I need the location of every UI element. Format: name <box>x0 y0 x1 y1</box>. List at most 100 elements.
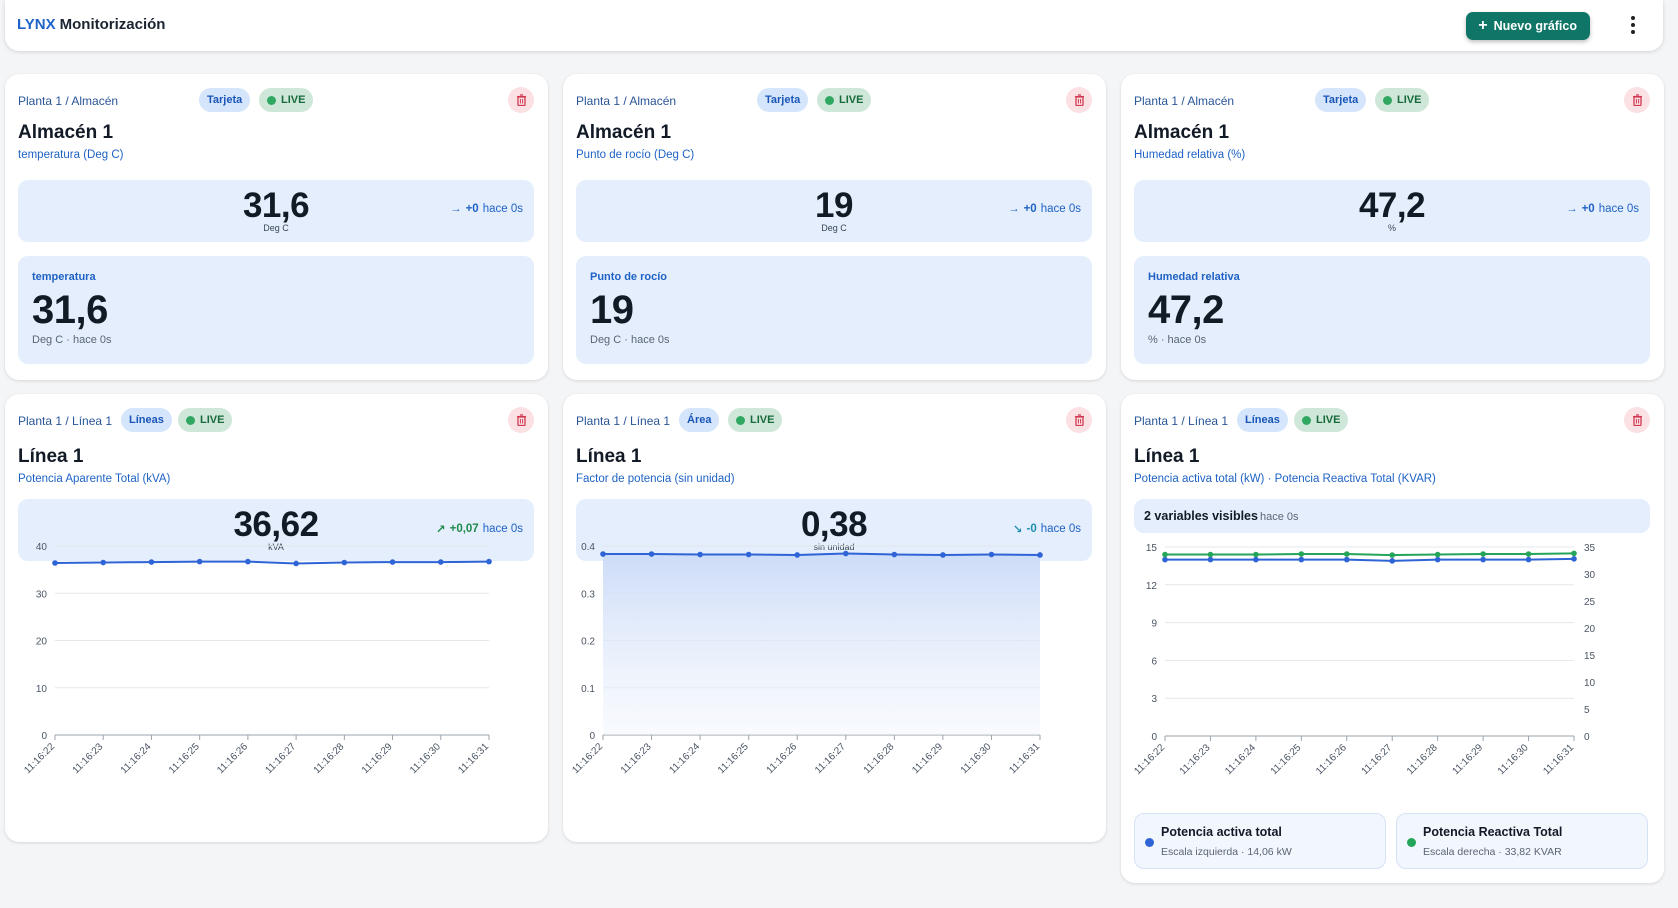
x-tick-label: 11:16:23 <box>1178 742 1213 777</box>
data-point <box>1434 551 1441 558</box>
data-point <box>600 551 606 557</box>
legend-series-meta: Escala izquierda · 14,06 kW <box>1161 846 1292 858</box>
current-value-panel: 19 Deg C → +0 hace 0s <box>576 180 1092 242</box>
data-point <box>1037 552 1043 558</box>
tile-meta: Deg C · hace 0s <box>32 334 112 346</box>
live-dot-icon <box>1383 95 1392 105</box>
trend-delta: +0,07 <box>449 523 479 535</box>
trend-delta: +0 <box>1581 203 1595 215</box>
new-chart-button[interactable]: + Nuevo gráfico <box>1466 12 1590 40</box>
data-point <box>1207 556 1214 563</box>
series-line <box>54 560 490 565</box>
y-tick-label: 0 <box>589 731 595 742</box>
data-point <box>1434 556 1441 563</box>
app-brand: LYNX Monitorización <box>17 16 165 33</box>
live-badge-label: LIVE <box>839 94 864 106</box>
x-tick-label: 11:16:25 <box>716 741 751 776</box>
value-unit: kVA <box>268 542 284 552</box>
delete-chart-button[interactable] <box>508 407 534 433</box>
card-subtitle: Humedad relativa (%) <box>1134 149 1246 161</box>
chart-area: 0 3 6 9 12 15 0 5 10 15 20 25 30 35 11:16:22 11:16:23 11… <box>1121 534 1661 809</box>
y-tick-label: 30 <box>36 589 48 600</box>
card-title: Almacén 1 <box>18 122 114 143</box>
tile-value: 19 <box>590 288 634 332</box>
delete-chart-button[interactable] <box>1066 87 1092 113</box>
plus-icon: + <box>1478 17 1488 34</box>
trash-icon <box>516 94 526 106</box>
legend-item[interactable]: Potencia Reactiva Total Escala derecha · … <box>1396 813 1648 869</box>
value-tile: Punto de rocío 19 Deg C · hace 0s <box>576 256 1092 364</box>
new-chart-button-label: Nuevo gráfico <box>1493 19 1577 33</box>
card-breadcrumb: Planta 1 / Línea 1 <box>1134 414 1229 428</box>
x-tick-label: 11:16:25 <box>1269 742 1304 777</box>
card-breadcrumb: Planta 1 / Almacén <box>576 94 677 108</box>
y-tick-label: 0.2 <box>581 637 595 648</box>
current-value: 19 <box>815 186 853 225</box>
data-point <box>794 552 801 558</box>
x-tick-label: 11:16:30 <box>408 741 443 776</box>
chart-card: Planta 1 / Almacén Tarjeta LIVE Almacén 1 Hu… <box>1121 74 1664 380</box>
chart-card: Planta 1 / Línea 1 Líneas LIVE Línea 1 Poten… <box>5 394 548 842</box>
data-point <box>1571 556 1577 562</box>
trend-arrow-icon: ↘ <box>1012 524 1023 536</box>
y-right-tick-label: 15 <box>1584 651 1596 662</box>
data-point <box>100 559 107 566</box>
live-badge-label: LIVE <box>200 414 225 426</box>
card-title: Línea 1 <box>1134 446 1200 467</box>
line-chart: 0 3 6 9 12 15 0 5 10 15 20 25 30 35 11:16:22 11:16:23 11… <box>1132 543 1596 777</box>
live-badge: LIVE <box>728 408 783 432</box>
more-options-icon[interactable] <box>1628 14 1638 36</box>
trash-icon <box>1632 94 1642 106</box>
data-point <box>437 559 444 565</box>
delete-chart-button[interactable] <box>1624 407 1650 433</box>
current-value: 36,62 <box>233 505 319 544</box>
trend-updated: hace 0s <box>482 523 523 535</box>
data-point <box>1162 551 1168 558</box>
x-tick-label: 11:16:22 <box>570 741 605 776</box>
x-tick-label: 11:16:26 <box>1314 742 1349 777</box>
tile-label: temperatura <box>32 271 96 283</box>
card-subtitle: Punto de rocío (Deg C) <box>576 149 695 161</box>
y-right-tick-label: 30 <box>1584 570 1596 581</box>
trend-updated: hace 0s <box>482 203 523 215</box>
x-tick-label: 11:16:27 <box>1360 742 1395 777</box>
delete-chart-button[interactable] <box>1066 407 1092 433</box>
data-point <box>1343 551 1350 557</box>
data-point <box>1571 550 1577 557</box>
x-tick-label: 11:16:23 <box>71 741 106 776</box>
series-line <box>1165 557 1575 562</box>
y-tick-label: 12 <box>1146 581 1158 592</box>
card-title: Almacén 1 <box>1134 122 1230 143</box>
live-badge: LIVE <box>178 408 233 432</box>
legend-item[interactable]: Potencia activa total Escala izquierda · … <box>1134 813 1386 869</box>
y-tick-label: 0 <box>41 731 47 742</box>
trend-arrow-icon: ↗ <box>435 524 446 536</box>
legend-series-name: Potencia Reactiva Total <box>1423 825 1563 839</box>
trend-indicator: → +0 hace 0s <box>1008 203 1081 215</box>
live-dot-icon <box>825 95 834 105</box>
data-point <box>1207 551 1214 558</box>
chart-card: Planta 1 / Línea 1 Área LIVE Línea 1 Factor … <box>563 394 1106 842</box>
delete-chart-button[interactable] <box>1624 87 1650 113</box>
x-tick-label: 11:16:28 <box>1405 742 1440 777</box>
data-point <box>148 559 155 565</box>
delete-chart-button[interactable] <box>508 87 534 113</box>
live-badge-label: LIVE <box>281 94 306 106</box>
y-tick-label: 0.4 <box>581 542 595 553</box>
legend-dot-icon <box>1145 838 1154 847</box>
series-line <box>603 552 1041 556</box>
legend-dot-icon <box>1407 838 1416 847</box>
current-value-panel: 36,62 kVA ↗ +0,07 hace 0s <box>18 499 534 561</box>
page-title: Monitorización <box>59 16 166 33</box>
tile-meta: % · hace 0s <box>1148 334 1207 346</box>
card-title: Almacén 1 <box>576 122 672 143</box>
x-tick-label: 11:16:28 <box>312 741 347 776</box>
value-unit: Deg C <box>821 223 847 233</box>
data-point <box>1480 556 1486 563</box>
data-point <box>1389 558 1396 564</box>
live-dot-icon <box>186 415 195 425</box>
y-right-tick-label: 20 <box>1584 624 1596 635</box>
y-tick-label: 3 <box>1151 694 1157 705</box>
trend-arrow-icon: → <box>1566 203 1578 215</box>
card-title: Línea 1 <box>576 446 642 467</box>
